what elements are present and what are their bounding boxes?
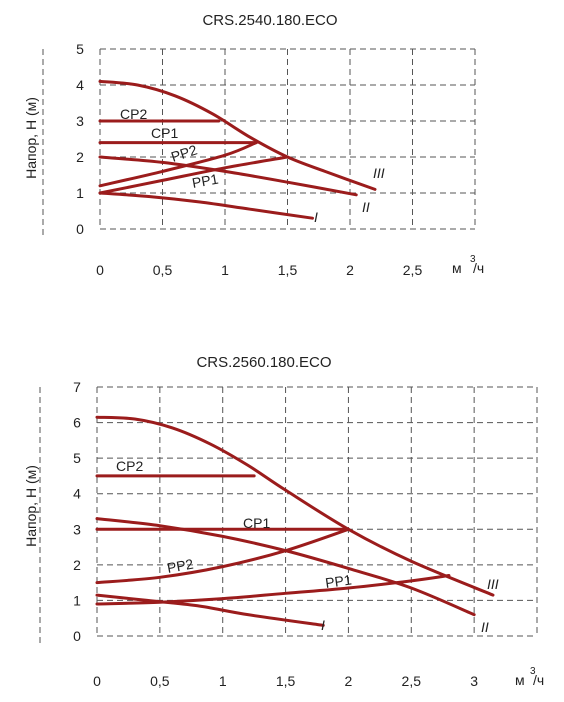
- label-ii: II: [481, 619, 489, 635]
- x-unit-suffix: /ч: [473, 260, 484, 276]
- y-tick-label: 4: [73, 486, 81, 502]
- chart-crs-2560: CRS.2560.180.ECO Напор, Н (м) 0 0,5 1 1,5 2 2…: [23, 354, 544, 689]
- x-unit-superscript: 3: [470, 254, 476, 265]
- label-cp2: CP2: [116, 458, 143, 474]
- x-tick-label: 2: [346, 262, 354, 278]
- x-unit-superscript: 3: [530, 666, 536, 677]
- x-tick-label: 1: [219, 673, 227, 689]
- x-axis-unit: м 3 /ч: [452, 254, 484, 276]
- curve-labels: CP2 CP1 PP2 PP1 I II III: [120, 106, 385, 225]
- label-pp2: PP2: [166, 556, 195, 576]
- y-tick-label: 2: [76, 149, 84, 165]
- curve-pp1: [98, 155, 289, 195]
- grid: [42, 48, 476, 239]
- label-iii: III: [487, 576, 499, 592]
- curve-ii: [98, 155, 358, 197]
- curves: [98, 79, 377, 220]
- curve-labels: CP2 CP1 PP2 PP1 I II III: [116, 458, 499, 635]
- curve-pp2: [95, 527, 350, 585]
- y-tick-label: 2: [73, 557, 81, 573]
- curve-ii: [95, 517, 476, 617]
- label-cp2: CP2: [120, 106, 147, 122]
- label-ii: II: [362, 199, 370, 215]
- y-tick-label: 1: [76, 185, 84, 201]
- y-tick-label: 3: [76, 113, 84, 129]
- y-tick-label: 5: [73, 450, 81, 466]
- label-i: I: [314, 209, 318, 225]
- x-tick-label: 1: [221, 262, 229, 278]
- curve-iii: [95, 415, 495, 597]
- y-tick-label: 3: [73, 521, 81, 537]
- x-tick-label: 2: [345, 673, 353, 689]
- curve-i: [98, 191, 314, 220]
- x-unit-suffix: /ч: [533, 672, 544, 688]
- label-pp1: PP1: [324, 571, 353, 591]
- curve-i: [95, 593, 325, 627]
- label-i: I: [321, 617, 325, 633]
- label-pp2: PP2: [169, 141, 199, 164]
- chart-title: CRS.2560.180.ECO: [196, 354, 331, 371]
- y-axis-label: Напор, Н (м): [23, 465, 39, 547]
- chart-crs-2540: CRS.2540.180.ECO Напор, Н (м) 0 0,5 1 1,5 2 2…: [23, 12, 484, 278]
- x-axis-unit: м 3 /ч: [515, 666, 544, 688]
- x-tick-label: 3: [470, 673, 478, 689]
- x-tick-label: 2,5: [402, 673, 422, 689]
- x-tick-labels: 0 0,5 1 1,5 2 2,5 3: [93, 673, 478, 689]
- label-cp1: CP1: [243, 515, 270, 531]
- label-cp1: CP1: [151, 125, 178, 141]
- x-tick-label: 0,5: [150, 673, 170, 689]
- x-tick-labels: 0 0,5 1 1,5 2 2,5: [96, 262, 422, 278]
- y-tick-label: 7: [73, 379, 81, 395]
- curve-iii: [98, 79, 377, 191]
- y-tick-label: 4: [76, 77, 84, 93]
- x-tick-label: 0,5: [153, 262, 173, 278]
- curves: [95, 415, 495, 627]
- x-unit-base: м: [452, 260, 462, 276]
- y-tick-labels: 0 1 2 3 4 5: [76, 41, 84, 237]
- y-tick-label: 5: [76, 41, 84, 57]
- x-tick-label: 1,5: [278, 262, 298, 278]
- label-iii: III: [373, 165, 385, 181]
- x-tick-label: 0: [93, 673, 101, 689]
- label-pp1: PP1: [191, 171, 220, 191]
- x-tick-label: 0: [96, 262, 104, 278]
- y-tick-labels: 0 1 2 3 4 5 6 7: [73, 379, 81, 644]
- y-tick-label: 6: [73, 415, 81, 431]
- grid: [39, 386, 538, 646]
- y-tick-label: 1: [73, 592, 81, 608]
- y-axis-label: Напор, Н (м): [23, 97, 39, 179]
- x-tick-label: 1,5: [276, 673, 296, 689]
- x-tick-label: 2,5: [403, 262, 423, 278]
- curve-pp2: [98, 141, 258, 188]
- x-unit-base: м: [515, 672, 525, 688]
- y-tick-label: 0: [76, 221, 84, 237]
- y-tick-label: 0: [73, 628, 81, 644]
- chart-title: CRS.2540.180.ECO: [202, 12, 337, 29]
